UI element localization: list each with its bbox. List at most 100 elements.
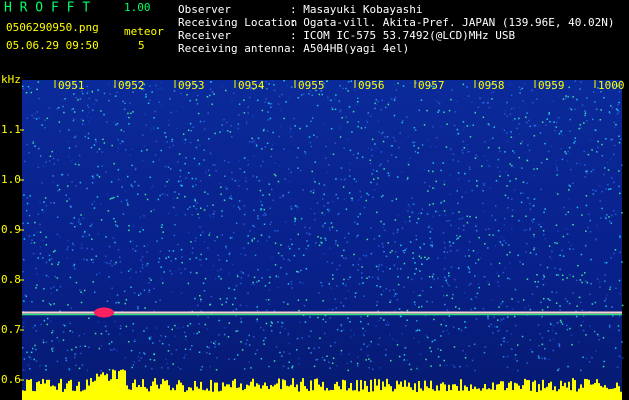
- noise-dot: [101, 151, 103, 153]
- noise-dot: [80, 247, 83, 249]
- noise-dot: [348, 175, 351, 177]
- noise-dot: [477, 106, 480, 109]
- noise-dot: [36, 88, 38, 91]
- noise-dot: [260, 208, 262, 210]
- noise-dot: [397, 283, 400, 286]
- noise-dot: [45, 204, 48, 207]
- noise-dot: [335, 193, 337, 196]
- noise-dot: [51, 263, 53, 265]
- noise-dot: [41, 124, 43, 126]
- noise-dot: [262, 339, 265, 342]
- noise-dot: [357, 152, 359, 155]
- level-bar: [590, 384, 592, 400]
- noise-dot: [94, 138, 97, 141]
- noise-dot: [266, 87, 268, 90]
- noise-dot: [574, 137, 577, 139]
- noise-dot: [515, 178, 517, 180]
- noise-dot: [57, 263, 59, 266]
- y-tick-label: 0.7: [1, 323, 21, 336]
- noise-dot: [95, 255, 97, 257]
- noise-dot: [502, 317, 505, 320]
- noise-dot: [442, 294, 445, 297]
- level-bar: [468, 390, 470, 400]
- noise-dot: [22, 87, 25, 90]
- noise-dot: [500, 303, 502, 305]
- noise-dot: [443, 183, 446, 186]
- noise-dot: [260, 86, 262, 88]
- noise-dot: [475, 216, 477, 219]
- noise-dot: [331, 308, 334, 311]
- noise-dot: [251, 283, 254, 286]
- noise-dot: [487, 146, 490, 149]
- noise-dot: [245, 343, 247, 345]
- noise-dot: [169, 146, 171, 149]
- level-bar: [252, 378, 254, 400]
- noise-dot: [446, 294, 448, 297]
- noise-dot: [579, 88, 581, 90]
- noise-dot: [371, 276, 374, 279]
- y-tick-label: 0.6: [1, 373, 21, 386]
- noise-dot: [411, 211, 414, 214]
- noise-dot: [367, 354, 369, 357]
- noise-dot: [491, 98, 493, 100]
- noise-dot: [107, 333, 110, 335]
- noise-dot: [146, 198, 149, 201]
- noise-dot: [378, 165, 381, 167]
- noise-dot: [199, 120, 202, 123]
- noise-dot: [42, 300, 44, 302]
- noise-dot: [597, 146, 599, 149]
- noise-dot: [137, 82, 140, 84]
- noise-dot: [462, 152, 464, 154]
- noise-dot: [499, 175, 501, 177]
- noise-dot: [619, 237, 621, 239]
- noise-dot: [412, 141, 414, 144]
- noise-dot: [59, 286, 62, 288]
- noise-dot: [223, 199, 226, 201]
- noise-dot: [614, 347, 617, 349]
- noise-dot: [611, 138, 613, 141]
- noise-dot: [600, 90, 602, 93]
- noise-dot: [66, 257, 68, 259]
- noise-dot: [578, 296, 581, 299]
- noise-dot: [509, 180, 511, 182]
- noise-dot: [274, 230, 276, 232]
- level-bar: [418, 381, 420, 400]
- noise-dot: [228, 253, 231, 255]
- level-bar: [110, 379, 112, 400]
- noise-dot: [536, 168, 538, 170]
- noise-dot: [350, 197, 352, 199]
- noise-dot: [385, 106, 387, 109]
- noise-dot: [323, 193, 325, 196]
- noise-dot: [561, 274, 564, 276]
- noise-dot: [384, 136, 386, 138]
- noise-dot: [476, 252, 479, 254]
- noise-dot: [547, 298, 549, 300]
- noise-dot: [114, 263, 116, 265]
- noise-dot: [570, 108, 573, 111]
- noise-dot: [269, 276, 271, 278]
- level-bar: [90, 378, 92, 400]
- noise-dot: [490, 92, 493, 94]
- level-bar: [416, 391, 418, 400]
- noise-dot: [193, 157, 196, 160]
- noise-dot: [196, 271, 199, 274]
- noise-dot: [171, 140, 173, 143]
- noise-dot: [430, 146, 432, 148]
- noise-dot: [50, 287, 52, 289]
- noise-dot: [575, 310, 577, 313]
- noise-dot: [195, 237, 197, 239]
- noise-dot: [56, 336, 59, 339]
- noise-dot: [488, 124, 490, 126]
- noise-dot: [492, 332, 494, 334]
- level-bar: [246, 384, 248, 400]
- level-bar: [282, 379, 284, 400]
- noise-dot: [150, 187, 153, 189]
- noise-dot: [553, 121, 555, 123]
- level-bar: [194, 380, 196, 400]
- noise-dot: [217, 269, 219, 272]
- noise-dot: [45, 161, 47, 163]
- noise-dot: [340, 301, 342, 304]
- noise-dot: [550, 145, 552, 148]
- noise-dot: [48, 160, 51, 162]
- noise-dot: [347, 369, 349, 372]
